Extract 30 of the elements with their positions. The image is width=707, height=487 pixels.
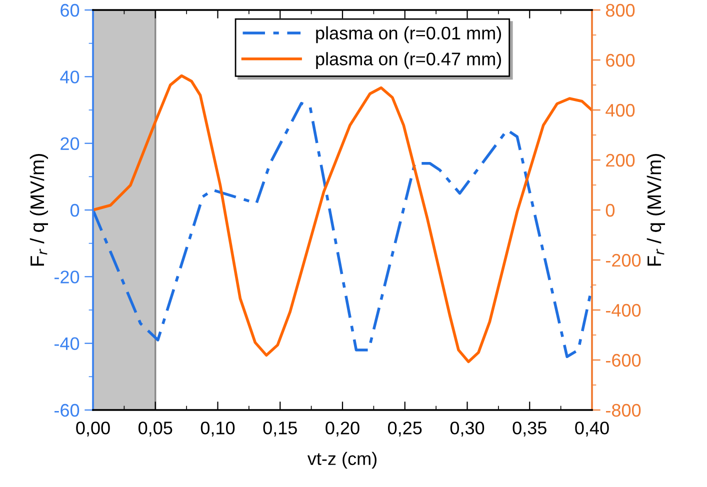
y2-tick-label: 0 — [606, 204, 615, 217]
legend-label: plasma on (r=0.47 mm) — [316, 52, 502, 69]
y2-tick-label: -400 — [606, 304, 641, 317]
x-tick-label: 0,25 — [388, 422, 422, 437]
x-tick-label: 0,40 — [575, 422, 609, 437]
x-tick-label: 0,05 — [138, 422, 172, 437]
y2-tick-label: -600 — [606, 354, 641, 367]
y-tick-label: 20 — [60, 137, 80, 150]
y2-tick-label: 400 — [606, 104, 635, 117]
legend-label: plasma on (r=0.01 mm) — [316, 26, 502, 44]
y-tick-label: -20 — [54, 270, 80, 284]
y2-tick-label: -200 — [606, 254, 641, 267]
y-tick-label: 40 — [60, 70, 80, 84]
y2-tick-label: 600 — [606, 54, 635, 67]
x-axis-title: vt-z (cm) — [307, 452, 376, 469]
y-tick-label: 60 — [60, 4, 80, 17]
x-tick-label: 0,30 — [450, 422, 484, 437]
y2-tick-label: 800 — [606, 4, 635, 17]
y-tick-label: -60 — [54, 404, 80, 417]
y-tick-label: -40 — [54, 337, 80, 350]
y2-tick-label: -800 — [606, 404, 641, 417]
y2-axis-title: F$_{r}$ / q (MV/m) — [646, 154, 666, 266]
x-tick-label: 0,20 — [326, 422, 360, 437]
x-tick-label: 0,15 — [263, 422, 297, 437]
y-tick-label: 0 — [70, 204, 80, 217]
x-tick-label: 0,35 — [512, 422, 546, 437]
y-axis-title: F$_{r}$ / q (MV/m) — [30, 154, 48, 266]
x-tick-label: 0,10 — [200, 422, 235, 437]
x-tick-label: 0,00 — [76, 422, 110, 437]
y2-tick-label: 200 — [606, 154, 635, 167]
